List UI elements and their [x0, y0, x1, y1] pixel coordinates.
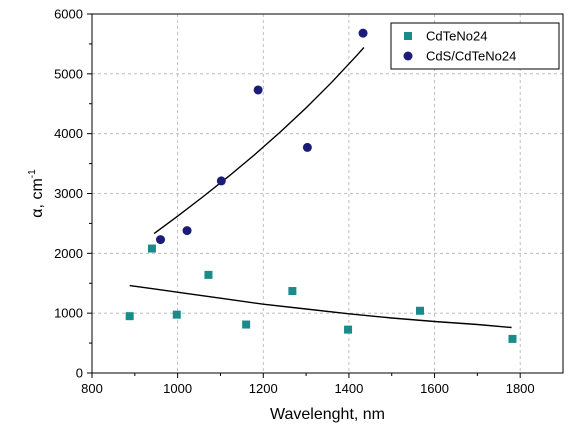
x-tick-label: 1800 [506, 381, 535, 396]
legend-box [390, 22, 560, 70]
y-tick-label: 5000 [54, 66, 83, 81]
data-point-circle [253, 85, 263, 95]
data-point-circle [302, 142, 312, 152]
y-axis-title: α, cm-1 [27, 169, 46, 218]
data-point-square [147, 244, 156, 253]
y-tick-label: 4000 [54, 126, 83, 141]
y-tick-label: 3000 [54, 186, 83, 201]
data-point-circle [403, 51, 413, 61]
y-tick-label: 1000 [54, 306, 83, 321]
y-tick-label: 0 [76, 366, 83, 381]
fit-curves [129, 47, 512, 329]
x-tick-label: 1000 [163, 381, 192, 396]
x-axis-title: Wavelenght, nm [270, 406, 385, 423]
fit-curve [129, 284, 512, 329]
data-point-circle [182, 226, 192, 236]
x-tick-label: 800 [81, 381, 103, 396]
data-point-square [344, 325, 353, 334]
y-axis-title-superscript: -1 [27, 169, 38, 178]
tick-labels: 800 1000 1200 1400 1600 1800 0 1000 2000 3000 4000… [54, 7, 535, 397]
data-point-square [288, 287, 297, 296]
legend: CdTeNo24 CdS/CdTeNo24 [390, 22, 560, 70]
data-point-square [172, 310, 181, 319]
y-tick-label: 6000 [54, 7, 83, 22]
data-point-circle [358, 28, 368, 38]
data-point-circle [156, 235, 166, 245]
data-points [125, 28, 517, 343]
data-point-square [415, 306, 424, 315]
x-tick-label: 1400 [334, 381, 363, 396]
data-point-square [508, 334, 517, 343]
y-tick-label: 2000 [54, 246, 83, 261]
data-point-circle [216, 176, 226, 186]
data-point-square [242, 320, 251, 329]
y-axis-title-main: α, cm [29, 178, 46, 217]
grid [92, 14, 563, 373]
data-point-square [404, 32, 412, 40]
fit-curve [153, 47, 365, 235]
x-tick-label: 1200 [249, 381, 278, 396]
legend-label: CdTeNo24 [426, 29, 487, 44]
axis-ticks [87, 13, 521, 378]
data-point-square [204, 270, 213, 279]
data-point-square [125, 312, 134, 321]
x-tick-label: 1600 [420, 381, 449, 396]
legend-label: CdS/CdTeNo24 [426, 49, 516, 64]
